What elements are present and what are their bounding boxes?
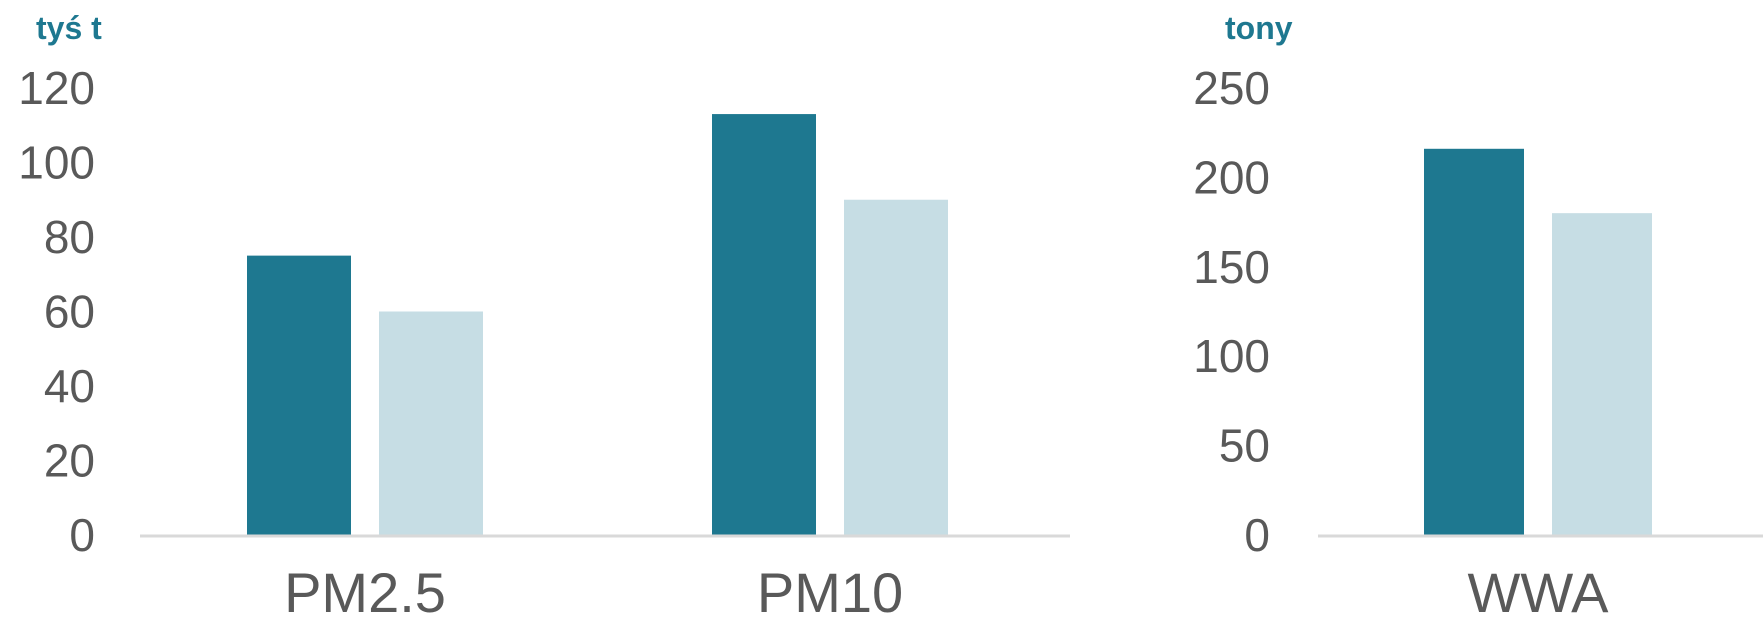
y-axis-ticks: 0 20 40 60 80 100 120 [18, 62, 95, 561]
y-axis-unit-label: tyś t [36, 10, 102, 46]
bars [247, 114, 948, 535]
y-tick-label: 150 [1193, 241, 1270, 293]
y-tick-label: 100 [18, 137, 95, 189]
bar-pm10-series-2 [844, 199, 948, 535]
y-tick-label: 0 [1244, 509, 1270, 561]
bar-wwa-series-2 [1552, 213, 1652, 535]
y-axis-ticks: 0 50 100 150 200 250 [1193, 62, 1270, 561]
bar-wwa-series-1 [1424, 148, 1524, 536]
y-axis-unit-label: tony [1225, 10, 1293, 46]
y-tick-label: 40 [44, 360, 95, 412]
x-category-label: WWA [1468, 561, 1610, 624]
category-labels: WWA [1468, 561, 1610, 624]
y-tick-label: 0 [69, 509, 95, 561]
y-tick-label: 80 [44, 211, 95, 263]
chart-panel-emissions: tyś t 0 20 40 60 80 100 120 PM2.5 PM10 [18, 10, 1070, 624]
chart-panel-wwa: tony 0 50 100 150 200 250 WWA [1193, 10, 1763, 624]
category-labels: PM2.5 PM10 [284, 561, 903, 624]
x-category-label: PM10 [757, 561, 903, 624]
bar-pm25-series-1 [247, 255, 351, 535]
y-tick-label: 200 [1193, 151, 1270, 203]
y-tick-label: 20 [44, 435, 95, 487]
bar-pm25-series-2 [379, 311, 483, 535]
y-tick-label: 60 [44, 286, 95, 338]
y-tick-label: 100 [1193, 330, 1270, 382]
y-tick-label: 120 [18, 62, 95, 114]
x-category-label: PM2.5 [284, 561, 446, 624]
y-tick-label: 250 [1193, 62, 1270, 114]
bars [1424, 148, 1652, 536]
bar-pm10-series-1 [712, 114, 816, 535]
y-tick-label: 50 [1219, 420, 1270, 472]
